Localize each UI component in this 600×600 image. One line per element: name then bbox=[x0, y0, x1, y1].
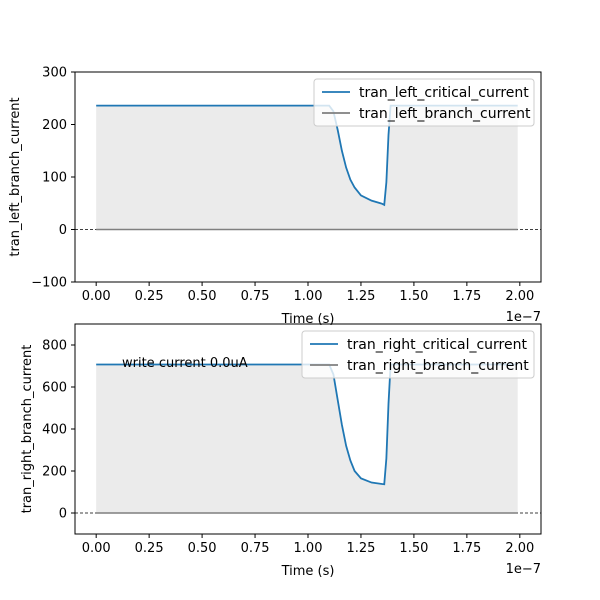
x-tick-label: 1.00 bbox=[294, 541, 323, 556]
y-axis-label: tran_right_branch_current bbox=[20, 345, 35, 514]
x-tick-label: 2.00 bbox=[505, 289, 534, 304]
x-tick-label: 0.50 bbox=[188, 541, 217, 556]
x-tick-label: 0.50 bbox=[188, 289, 217, 304]
y-tick-label: 300 bbox=[42, 66, 67, 81]
y-tick-label: 600 bbox=[42, 381, 67, 396]
x-tick-label: 1.50 bbox=[399, 541, 428, 556]
x-axis-label: Time (s) bbox=[281, 564, 335, 579]
x-tick-label: 0.25 bbox=[135, 289, 164, 304]
x-tick-label: 2.00 bbox=[505, 541, 534, 556]
x-tick-label: 1.50 bbox=[399, 289, 428, 304]
y-tick-label: 400 bbox=[42, 423, 67, 438]
legend-box bbox=[301, 330, 535, 379]
x-tick-label: 0.75 bbox=[241, 541, 270, 556]
x-tick-label: 1.25 bbox=[346, 289, 375, 304]
x-tick-label: 1.25 bbox=[346, 541, 375, 556]
legend-entry: tran_right_branch_current bbox=[347, 358, 529, 374]
annotation-text: write current 0.0uA bbox=[122, 356, 248, 371]
y-tick-label: 100 bbox=[42, 171, 67, 186]
legend: tran_right_critical_current tran_right_br… bbox=[301, 330, 535, 379]
x-offset-label: 1e−7 bbox=[506, 310, 541, 325]
plot-area bbox=[75, 363, 541, 514]
y-tick-label: 0 bbox=[59, 223, 67, 238]
x-tick-label: 0.00 bbox=[82, 289, 111, 304]
x-tick-label: 0.25 bbox=[135, 541, 164, 556]
x-tick-label: 1.75 bbox=[452, 541, 481, 556]
x-tick-label: 1.75 bbox=[452, 289, 481, 304]
x-tick-label: 0.00 bbox=[82, 541, 111, 556]
y-axis-label: tran_left_branch_current bbox=[8, 97, 23, 256]
legend-entry: tran_right_critical_current bbox=[347, 337, 527, 353]
y-tick-label: 200 bbox=[42, 118, 67, 133]
y-tick-label: 200 bbox=[42, 465, 67, 480]
legend-box bbox=[313, 78, 535, 127]
chart-panel-1: 0.00 0.25 0.50 0.75 1.00 1.25 1.50 1.75 2.00 −100… bbox=[8, 66, 542, 327]
x-axis-label: Time (s) bbox=[281, 312, 335, 327]
x-offset-label: 1e−7 bbox=[506, 562, 541, 577]
shaded-region bbox=[96, 364, 518, 513]
chart-panel-2: 0.00 0.25 0.50 0.75 1.00 1.25 1.50 1.75 2.00 0 200… bbox=[20, 323, 542, 579]
y-tick-label: −100 bbox=[31, 276, 67, 291]
y-tick-label: 0 bbox=[59, 507, 67, 522]
legend-entry: tran_left_branch_current bbox=[359, 106, 531, 122]
x-tick-label: 1.00 bbox=[294, 289, 323, 304]
x-tick-label: 0.75 bbox=[241, 289, 270, 304]
legend: tran_left_critical_current tran_left_bran… bbox=[313, 78, 535, 127]
y-tick-label: 800 bbox=[42, 339, 67, 354]
legend-entry: tran_left_critical_current bbox=[359, 85, 529, 101]
shaded-region bbox=[96, 105, 518, 230]
